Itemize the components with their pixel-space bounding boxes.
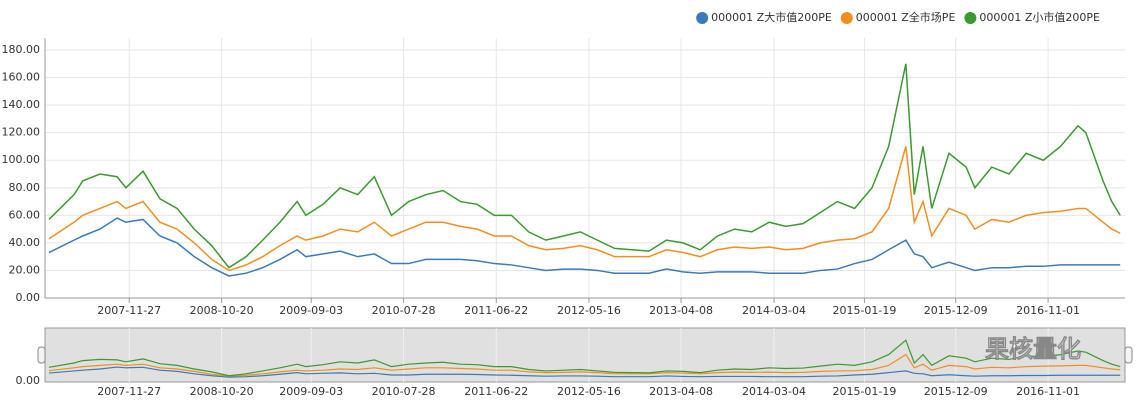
- legend-label: 000001 Z全市场PE: [856, 10, 956, 24]
- series-line: [48, 63, 1121, 269]
- navigator-x-label: 2014-03-04: [742, 385, 806, 398]
- y-tick-label: 100.00: [2, 153, 41, 166]
- y-tick-label: 60.00: [9, 208, 41, 221]
- y-tick-label: 180.00: [2, 43, 41, 56]
- x-tick-label: 2008-10-20: [190, 304, 254, 317]
- navigator-x-label: 2009-09-03: [279, 385, 343, 398]
- navigator-x-label: 2015-01-19: [832, 385, 896, 398]
- x-tick-label: 2011-06-22: [464, 304, 528, 317]
- legend-marker: [696, 12, 709, 24]
- y-tick-label: 0.00: [16, 291, 41, 304]
- y-tick-label: 40.00: [9, 236, 41, 249]
- y-tick-label: 160.00: [2, 71, 41, 84]
- navigator-handle[interactable]: [37, 346, 46, 364]
- navigator-line: [48, 339, 1121, 377]
- x-tick-label: 2012-05-16: [557, 304, 621, 317]
- x-tick-label: 2016-11-01: [1016, 304, 1080, 317]
- navigator-x-label: 2007-11-27: [97, 385, 161, 398]
- y-tick-label: 20.00: [9, 263, 41, 276]
- x-tick-label: 2015-01-19: [832, 304, 896, 317]
- navigator-x-label: 2016-11-01: [1016, 385, 1080, 398]
- x-tick-label: 2014-03-04: [742, 304, 806, 317]
- navigator-y-label: 0.00: [16, 374, 41, 387]
- series-line: [48, 146, 1121, 272]
- y-tick-label: 140.00: [2, 98, 41, 111]
- legend-marker: [964, 12, 977, 24]
- navigator-x-label: 2015-12-09: [924, 385, 988, 398]
- x-tick-label: 2013-04-08: [649, 304, 713, 317]
- navigator-background: [44, 327, 1126, 383]
- navigator-x-label: 2008-10-20: [190, 385, 254, 398]
- navigator-handle[interactable]: [1124, 346, 1133, 364]
- navigator-line: [48, 366, 1121, 378]
- series-line: [48, 217, 1121, 277]
- watermark: 果核量化: [985, 335, 1081, 363]
- navigator-x-label: 2013-04-08: [649, 385, 713, 398]
- y-tick-label: 120.00: [2, 126, 41, 139]
- x-tick-label: 2007-11-27: [97, 304, 161, 317]
- navigator-x-label: 2012-05-16: [557, 385, 621, 398]
- legend-marker: [840, 12, 853, 24]
- x-tick-label: 2015-12-09: [924, 304, 988, 317]
- x-tick-label: 2009-09-03: [279, 304, 343, 317]
- legend-label: 000001 Z大市值200PE: [711, 10, 832, 24]
- legend-label: 000001 Z小市值200PE: [979, 10, 1100, 24]
- navigator-line: [48, 353, 1121, 377]
- x-tick-label: 2010-07-28: [372, 304, 436, 317]
- navigator-x-label: 2010-07-28: [372, 385, 436, 398]
- navigator-x-label: 2011-06-22: [464, 385, 528, 398]
- y-tick-label: 80.00: [9, 181, 41, 194]
